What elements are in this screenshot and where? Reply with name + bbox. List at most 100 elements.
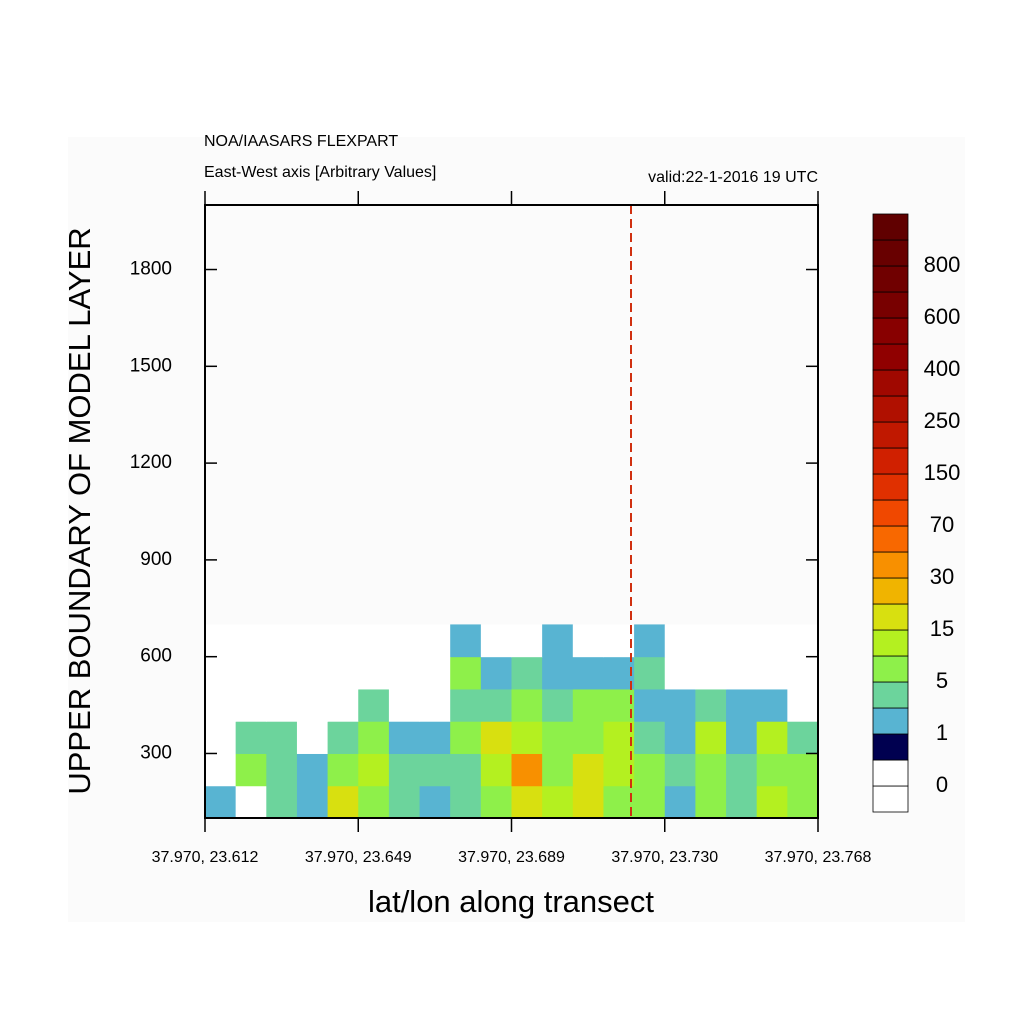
contour-cell xyxy=(634,753,666,787)
contour-cell xyxy=(542,688,574,722)
contour-cell xyxy=(572,688,604,722)
contour-cell xyxy=(511,785,543,819)
colorbar-label: 0 xyxy=(936,772,948,797)
contour-cell xyxy=(572,785,604,819)
contour-cell xyxy=(419,785,451,819)
colorbar-label: 250 xyxy=(924,408,961,433)
contour-cell xyxy=(296,753,329,787)
contour-cell xyxy=(511,753,543,787)
contour-cell xyxy=(235,785,267,819)
contour-cell xyxy=(327,753,359,787)
contour-cell xyxy=(634,785,666,819)
colorbar-label: 150 xyxy=(924,460,961,485)
contour-cell xyxy=(235,656,267,690)
contour-cell xyxy=(787,721,819,754)
contour-cell xyxy=(726,785,758,819)
contour-cell xyxy=(480,753,512,787)
colorbar-box xyxy=(872,369,909,397)
contour-cell xyxy=(542,785,574,819)
colorbar-box xyxy=(872,551,909,579)
y-tick-label: 300 xyxy=(140,742,172,763)
contour-cell xyxy=(450,688,482,722)
contour-cell xyxy=(664,753,696,787)
contour-cell xyxy=(419,624,451,658)
contour-cell xyxy=(756,624,788,658)
contour-cell xyxy=(358,721,390,754)
colorbar-label: 1 xyxy=(936,720,948,745)
contour-cell xyxy=(266,688,298,722)
contour-cell xyxy=(572,721,604,754)
contour-cell xyxy=(511,656,543,690)
contour-cell xyxy=(664,688,696,722)
contour-cell xyxy=(695,688,727,722)
x-tick-label: 37.970, 23.689 xyxy=(458,849,565,866)
colorbar-box xyxy=(872,447,909,475)
contour-cell xyxy=(450,753,482,787)
colorbar-box xyxy=(872,473,909,501)
contour-cell xyxy=(235,688,267,722)
contour-cell xyxy=(664,785,696,819)
colorbar-label: 600 xyxy=(924,304,961,329)
contour-cell xyxy=(358,753,390,787)
contour-cell xyxy=(664,656,696,690)
colorbar-box xyxy=(872,239,909,267)
contour-cell xyxy=(235,753,267,787)
contour-cell xyxy=(695,785,727,819)
contour-cell xyxy=(419,721,451,754)
contour-cell xyxy=(266,656,298,690)
contour-cell xyxy=(235,721,267,754)
contour-cell xyxy=(266,753,298,787)
contour-cell xyxy=(756,721,788,754)
contour-cell xyxy=(572,656,604,690)
contour-cell xyxy=(634,688,666,722)
colorbar-label: 800 xyxy=(924,252,961,277)
x-tick-label: 37.970, 23.768 xyxy=(765,849,872,866)
contour-cell xyxy=(266,721,298,754)
contour-cell xyxy=(480,785,512,819)
valid-label: valid:22-1-2016 19 UTC xyxy=(648,169,818,186)
contour-cell xyxy=(726,656,758,690)
contour-cell xyxy=(388,753,421,787)
colorbar-box xyxy=(872,577,909,605)
colorbar-box xyxy=(872,733,909,761)
contour-cell xyxy=(327,656,359,690)
contour-cell xyxy=(634,624,666,658)
contour-cell xyxy=(603,721,635,754)
colorbar-box xyxy=(872,395,909,423)
contour-cell xyxy=(205,785,237,819)
colorbar-box xyxy=(872,291,909,319)
contour-cell xyxy=(358,785,390,819)
contour-cell xyxy=(787,656,819,690)
contour-cell xyxy=(787,624,819,658)
contour-cell xyxy=(480,721,512,754)
colorbar-box xyxy=(872,707,909,735)
colorbar-box xyxy=(872,525,909,553)
colorbar-label: 30 xyxy=(930,564,954,589)
contour-cell xyxy=(358,656,390,690)
x-tick-label: 37.970, 23.730 xyxy=(611,849,718,866)
colorbar-label: 70 xyxy=(930,512,954,537)
contour-cell xyxy=(450,624,482,658)
contour-cell xyxy=(603,753,635,787)
colorbar-box xyxy=(872,213,909,241)
contour-cell xyxy=(542,753,574,787)
contour-cell xyxy=(327,785,359,819)
contour-cell xyxy=(450,785,482,819)
contour-cell xyxy=(634,656,666,690)
contour-cell xyxy=(756,753,788,787)
contour-cell xyxy=(388,656,421,690)
colorbar-box xyxy=(872,265,909,293)
y-tick-label: 600 xyxy=(140,646,172,667)
contour-cell xyxy=(358,624,390,658)
contour-cell xyxy=(511,721,543,754)
colorbar-box xyxy=(872,421,909,449)
contour-cell xyxy=(787,753,819,787)
contour-cell xyxy=(205,656,237,690)
contour-cell xyxy=(603,785,635,819)
colorbar-box xyxy=(872,499,909,527)
y-tick-label: 900 xyxy=(140,549,172,570)
y-tick-label: 1200 xyxy=(130,452,172,473)
colorbar-box xyxy=(872,655,909,683)
contour-cell xyxy=(542,721,574,754)
